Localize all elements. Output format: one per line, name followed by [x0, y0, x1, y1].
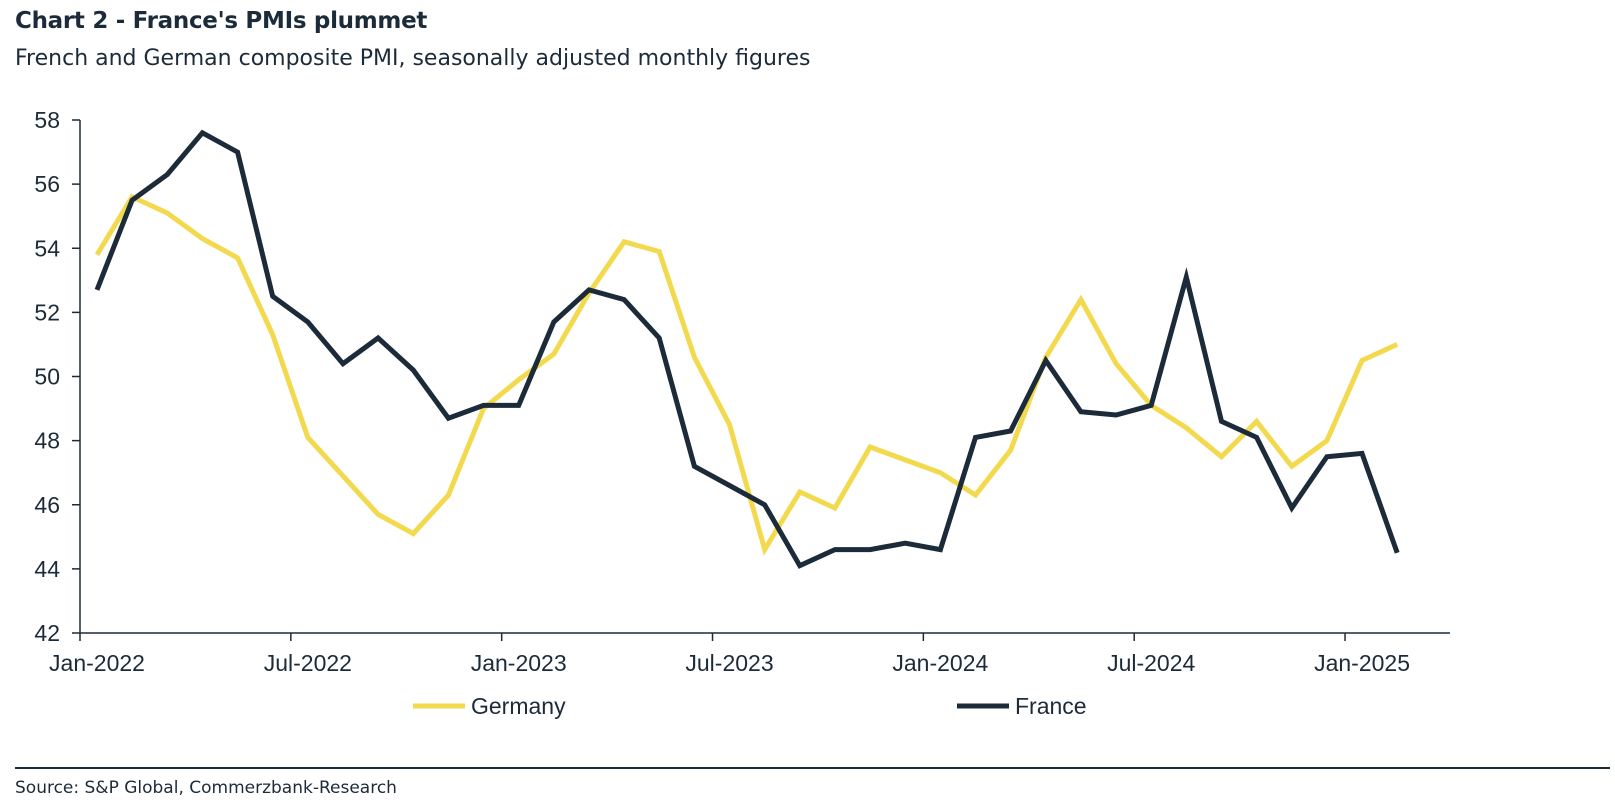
legend-label-france: France [1015, 693, 1087, 719]
y-tick-label: 46 [34, 492, 60, 518]
y-tick-label: 42 [34, 620, 60, 646]
y-tick-label: 52 [34, 299, 60, 325]
footer-divider [15, 767, 1610, 769]
y-tick-label: 44 [34, 556, 60, 582]
y-axis: 42 44 46 48 50 52 54 56 58 [34, 107, 81, 646]
legend-label-germany: Germany [471, 693, 566, 719]
source-note: Source: S&P Global, Commerzbank-Research [15, 778, 397, 798]
x-axis: Jan-2022 Jul-2022 Jan-2023 Jul-2023 Jan-2024… [49, 632, 1450, 676]
x-tick-label: Jul-2024 [1107, 650, 1195, 676]
y-tick-label: 58 [34, 107, 60, 133]
x-tick-label: Jan-2025 [1314, 650, 1410, 676]
series-line-france [94, 129, 1400, 569]
x-tick-label: Jan-2024 [892, 650, 988, 676]
x-tick-label: Jul-2023 [685, 650, 773, 676]
x-tick-label: Jul-2022 [264, 650, 352, 676]
series-line-germany [94, 193, 1399, 556]
x-tick-label: Jan-2022 [49, 650, 145, 676]
legend: Germany France [413, 693, 1087, 719]
series-lines [94, 129, 1400, 569]
y-tick-label: 56 [34, 171, 60, 197]
y-tick-label: 50 [34, 364, 60, 390]
chart-subtitle: French and German composite PMI, seasona… [15, 46, 811, 71]
y-tick-label: 54 [34, 235, 60, 261]
y-tick-label: 48 [34, 428, 60, 454]
x-tick-label: Jan-2023 [471, 650, 567, 676]
chart-title: Chart 2 - France's PMIs plummet [15, 8, 428, 34]
